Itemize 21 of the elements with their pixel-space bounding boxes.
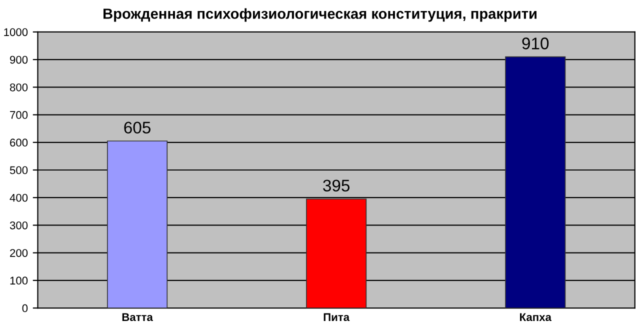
bar — [306, 198, 367, 308]
x-tick-label: Ватта — [122, 313, 153, 322]
data-label: 605 — [124, 122, 150, 134]
y-tick-label: 300 — [10, 221, 28, 230]
y-tick-label: 800 — [10, 83, 28, 92]
y-tick-label: 600 — [10, 138, 28, 147]
y-tick-label: 700 — [10, 111, 28, 119]
y-tick-label: 900 — [10, 56, 28, 64]
data-label: 395 — [323, 180, 350, 192]
y-tick-label: 0 — [22, 304, 28, 312]
y-tick-label: 200 — [10, 249, 28, 257]
chart-title: Врожденная психофизиологическая конституция, пракрити — [104, 8, 536, 22]
bar — [107, 140, 168, 308]
y-tick-label: 400 — [10, 194, 28, 202]
data-label: 910 — [522, 38, 549, 50]
y-tick-label: 100 — [10, 276, 28, 285]
y-tick-label: 500 — [10, 166, 28, 174]
y-tick-label: 1000 — [4, 28, 28, 36]
bar — [505, 56, 566, 308]
x-tick-label: Капха — [520, 313, 552, 322]
x-tick-label: Пита — [324, 313, 350, 322]
